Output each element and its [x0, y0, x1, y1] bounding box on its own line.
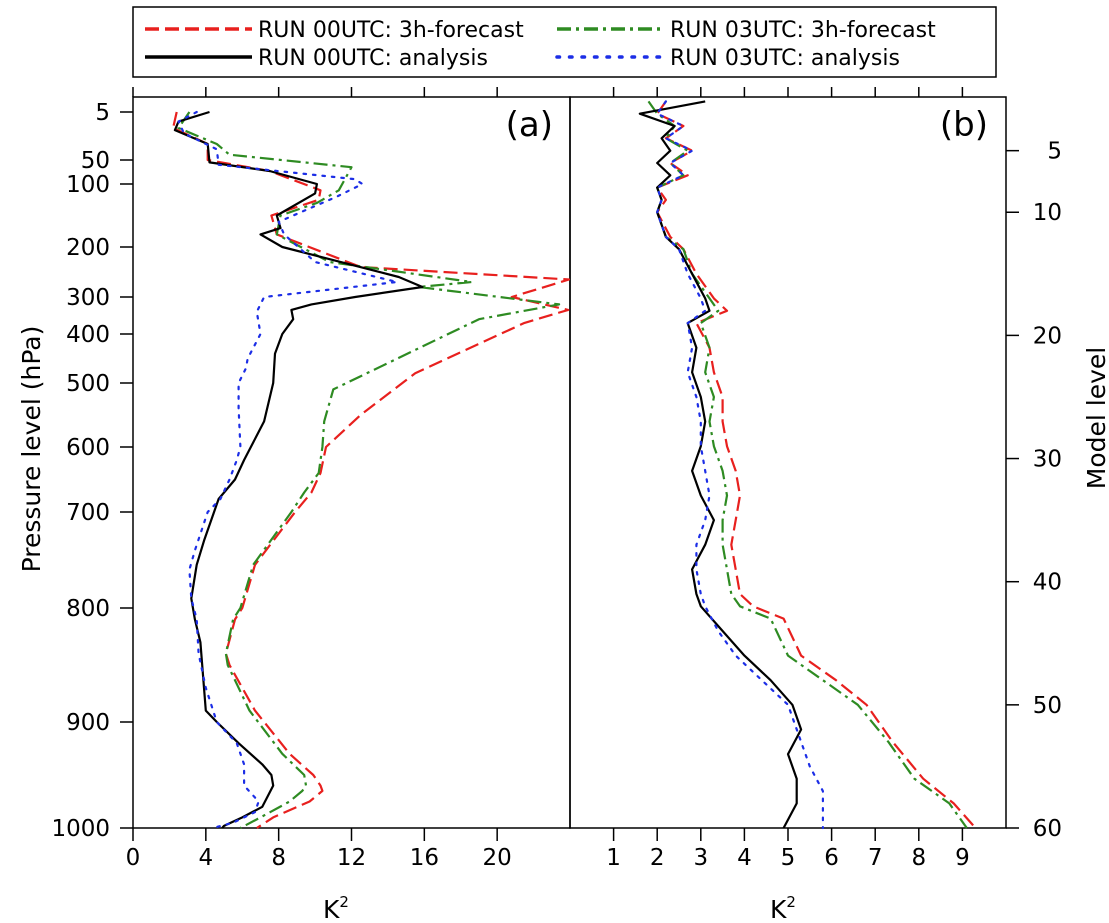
y-tick-label-right: 10 [1033, 200, 1062, 226]
legend-label-1: RUN 00UTC: 3h-forecast [258, 18, 524, 43]
y-tick-label-right: 20 [1033, 323, 1062, 349]
x-tick-label-b: 2 [650, 845, 665, 871]
legend: RUN 00UTC: 3h-forecast RUN 03UTC: 3h-fore… [132, 6, 997, 78]
x-tick-label-b: 3 [693, 845, 708, 871]
panel-b-series-3 [638, 100, 803, 829]
panel-b-series-2 [647, 100, 968, 829]
panel-a-series-2 [177, 111, 561, 829]
x-axis-title-a-base: K [323, 895, 340, 923]
legend-label-2: RUN 03UTC: 3h-forecast [670, 18, 936, 43]
panel-b-frame [569, 96, 1007, 829]
panel-a-series-1 [172, 111, 571, 829]
y-tick-label-left: 900 [66, 710, 110, 736]
x-axis-title-b-sup: 2 [786, 893, 796, 911]
y-axis-title-right: Model level [1082, 347, 1109, 489]
legend-label-4: RUN 03UTC: analysis [670, 46, 900, 71]
panel-b-series-1 [656, 100, 977, 829]
x-axis-title-a-sup: 2 [339, 893, 349, 911]
panel-a-series [172, 110, 571, 830]
y-tick-label-right: 50 [1033, 693, 1062, 719]
y-tick-label-left: 100 [66, 172, 110, 198]
y-tick-label-left: 700 [66, 500, 110, 526]
x-tick-label-a: 20 [483, 845, 512, 871]
panel-b-series [638, 100, 977, 830]
x-tick-label-a: 16 [410, 845, 439, 871]
x-tick-label-a: 12 [337, 845, 366, 871]
y-tick-label-right: 5 [1047, 139, 1062, 165]
y-tick-label-left: 200 [66, 235, 110, 261]
panel-a-frame [132, 96, 571, 829]
y-tick-label-left: 800 [66, 596, 110, 622]
panel-b-label: (b) [940, 105, 988, 145]
panel-a-series-4 [177, 110, 399, 830]
y-tick-label-right: 60 [1033, 816, 1062, 842]
x-axis-title-b-base: K [770, 895, 787, 923]
x-tick-label-b: 6 [824, 845, 839, 871]
x-tick-label-b: 8 [911, 845, 926, 871]
y-axis-title-left: Pressure level (hPa) [17, 326, 46, 573]
y-tick-label-left: 300 [66, 285, 110, 311]
y-tick-label-right: 30 [1033, 447, 1062, 473]
x-tick-label-a: 0 [126, 845, 141, 871]
x-axis-title-a: K2 [323, 893, 349, 923]
x-tick-label-b: 5 [781, 845, 796, 871]
panel-b-series-4 [656, 100, 825, 830]
y-tick-label-left: 50 [81, 148, 110, 174]
y-tick-label-left: 500 [66, 371, 110, 397]
x-axis-title-b: K2 [770, 893, 796, 923]
x-tick-label-a: 8 [271, 845, 286, 871]
x-tick-label-b: 1 [606, 845, 621, 871]
x-tick-label-a: 4 [199, 845, 214, 871]
x-tick-label-b: 4 [737, 845, 752, 871]
legend-label-3: RUN 00UTC: analysis [258, 46, 488, 71]
y-tick-label-left: 400 [66, 322, 110, 348]
x-tick-label-b: 9 [955, 845, 970, 871]
y-tick-label-left: 5 [95, 100, 110, 126]
y-tick-label-right: 40 [1033, 570, 1062, 596]
x-tick-label-b: 7 [868, 845, 883, 871]
y-tick-label-left: 1000 [51, 816, 110, 842]
y-tick-label-left: 600 [66, 435, 110, 461]
panel-a-series-3 [173, 110, 424, 829]
panel-a-label: (a) [506, 105, 553, 145]
legend-box [132, 6, 997, 78]
